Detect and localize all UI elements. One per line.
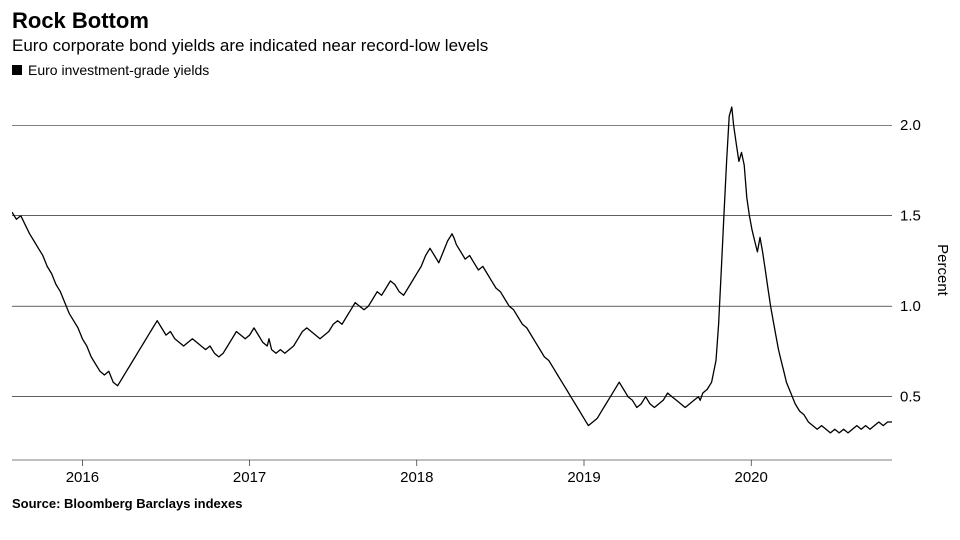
chart-area: 0.5 1.0 1.5 2.0 2016 2017 2018 2019 2020 Percent (12, 80, 948, 490)
svg-text:1.5: 1.5 (900, 208, 921, 225)
svg-text:0.5: 0.5 (900, 389, 921, 406)
chart-source: Source: Bloomberg Barclays indexes (12, 496, 948, 511)
svg-text:2020: 2020 (735, 469, 768, 486)
chart-subtitle: Euro corporate bond yields are indicated… (12, 36, 948, 56)
legend: Euro investment-grade yields (12, 62, 948, 78)
legend-label: Euro investment-grade yields (28, 62, 209, 78)
chart-title: Rock Bottom (12, 8, 948, 34)
svg-text:2016: 2016 (66, 469, 99, 486)
svg-text:1.0: 1.0 (900, 298, 921, 315)
svg-text:2.0: 2.0 (900, 117, 921, 134)
svg-text:2018: 2018 (400, 469, 433, 486)
svg-text:2019: 2019 (567, 469, 600, 486)
line-chart-svg: 0.5 1.0 1.5 2.0 2016 2017 2018 2019 2020 Percent (12, 80, 948, 490)
legend-marker (12, 65, 22, 75)
svg-text:Percent: Percent (934, 244, 948, 297)
svg-text:2017: 2017 (233, 469, 266, 486)
